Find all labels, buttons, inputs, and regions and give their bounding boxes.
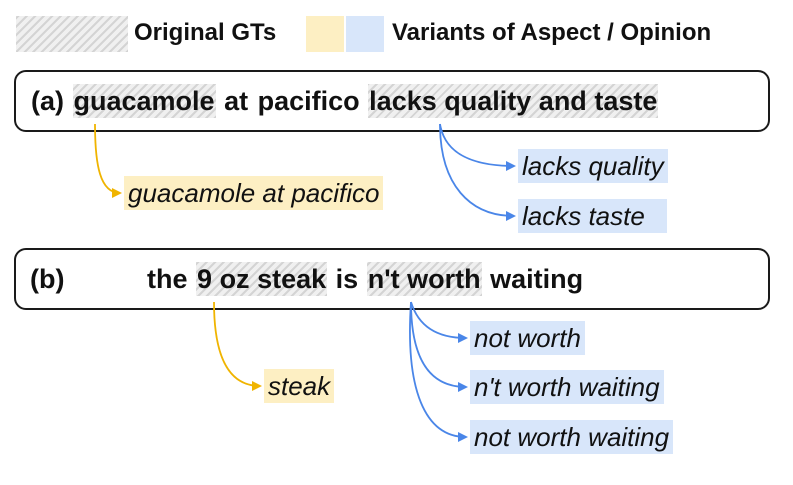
example-a-token: at (224, 86, 249, 116)
example-b-aspect-variant: steak (264, 369, 335, 403)
example-a-opinion-variant: lacks taste (518, 199, 667, 233)
example-b-token: waiting (490, 264, 584, 294)
legend-variants-label: Variants of Aspect / Opinion (392, 19, 712, 46)
example-b-opinion-variant: n't worth waiting (470, 370, 664, 404)
example-a-token-opinion: lacks quality and taste (368, 84, 659, 118)
example-a-label: (a) (31, 86, 64, 116)
example-a-opinion-arrow (439, 123, 516, 221)
example-a-aspect-arrow (94, 123, 122, 198)
example-b-token: oz (219, 264, 250, 294)
example-b-token: worth (407, 264, 481, 294)
example-a-token: lacks (369, 86, 437, 116)
example-b-box (14, 248, 770, 310)
example-a-opinion-variant: lacks quality (518, 149, 668, 183)
example-a-token: pacifico (257, 86, 360, 116)
example-b-token: the (147, 264, 188, 294)
example-b-label: (b) (30, 264, 65, 294)
legend-aspect-swatch (306, 16, 344, 52)
example-b-token: steak (257, 264, 327, 294)
example-b-token: 9 (197, 264, 213, 294)
legend-original-label: Original GTs (134, 19, 277, 46)
example-b-opinion-variant: not worth waiting (470, 420, 674, 454)
example-b-token-opinion: n't worth (366, 262, 482, 296)
example-a-sentence: (a) guacamole at pacifico lacks quality … (30, 84, 659, 118)
example-a-token-aspect: guacamole (72, 84, 216, 118)
example-a-aspect-variant: guacamole at pacifico (124, 176, 384, 210)
example-b-token: is (335, 264, 359, 294)
example-b-sentence: the 9 oz steak is n't worth waiting (146, 262, 584, 296)
example-a-token: and (538, 86, 587, 116)
example-b-token-aspect: 9 oz steak (196, 262, 328, 296)
legend-original-swatch (16, 16, 128, 52)
example-b-opinion-variant: not worth (470, 321, 585, 355)
example-b-aspect-arrow (213, 301, 262, 391)
example-b-opinion-arrow (409, 301, 468, 442)
example-b-token: n't (367, 264, 400, 294)
legend-opinion-swatch (346, 16, 384, 52)
example-a-token: taste (594, 86, 658, 116)
example-a-token: quality (444, 86, 532, 116)
example-a-box (14, 70, 770, 132)
example-b-opinion-arrow (410, 301, 468, 392)
